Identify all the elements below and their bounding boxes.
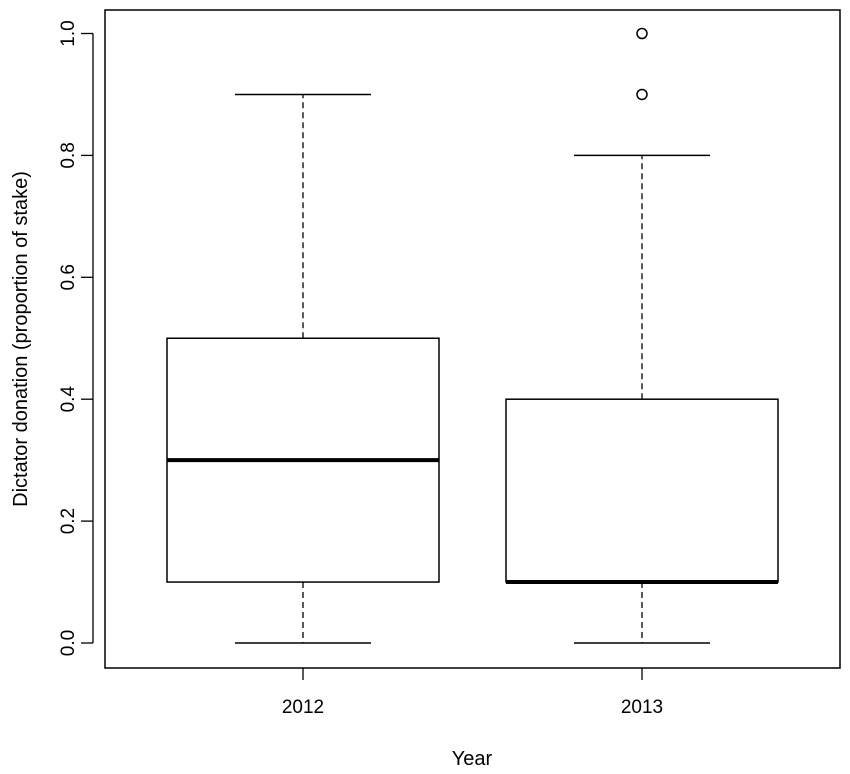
y-tick-label: 0.6	[58, 264, 79, 290]
x-axis-title: Year	[452, 748, 493, 770]
outlier-point	[636, 88, 648, 101]
plot-frame	[104, 9, 841, 669]
y-axis-ticks: 0.0 0.2 0.4 0.6 0.8 1.0	[58, 20, 93, 656]
boxes-layer	[166, 27, 779, 644]
y-tick-label: 0.0	[58, 630, 79, 656]
y-tick-label: 0.8	[58, 142, 79, 168]
iqr-box	[505, 398, 779, 583]
x-tick-label: 2013	[621, 697, 663, 718]
x-axis-ticks: 2012 2013	[282, 668, 663, 718]
y-axis-title: Dictator donation (proportion of stake)	[10, 171, 32, 507]
outlier-point	[636, 27, 648, 40]
y-tick-label: 0.4	[58, 386, 79, 413]
box-2012	[166, 93, 440, 644]
y-tick-label: 1.0	[58, 20, 79, 46]
x-tick-label: 2012	[282, 697, 324, 718]
y-tick-label: 0.2	[58, 508, 79, 534]
box-2013	[505, 27, 779, 644]
